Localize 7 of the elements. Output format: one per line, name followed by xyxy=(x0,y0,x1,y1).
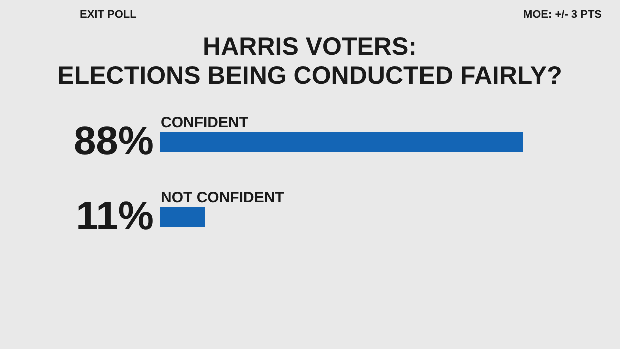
text: MOE: +/- 3 PTS xyxy=(523,9,602,21)
y-tick-label: CONFIDENT xyxy=(161,114,248,132)
data-label: 11% xyxy=(76,194,154,238)
text: EXIT POLL xyxy=(80,9,138,21)
data-label: 88% xyxy=(74,120,154,164)
y-tick-label: NOT CONFIDENT xyxy=(161,190,284,206)
chart-title: HARRIS VOTERS: ELECTIONS BEING CONDUCTED FAIRLY? xyxy=(58,33,562,90)
